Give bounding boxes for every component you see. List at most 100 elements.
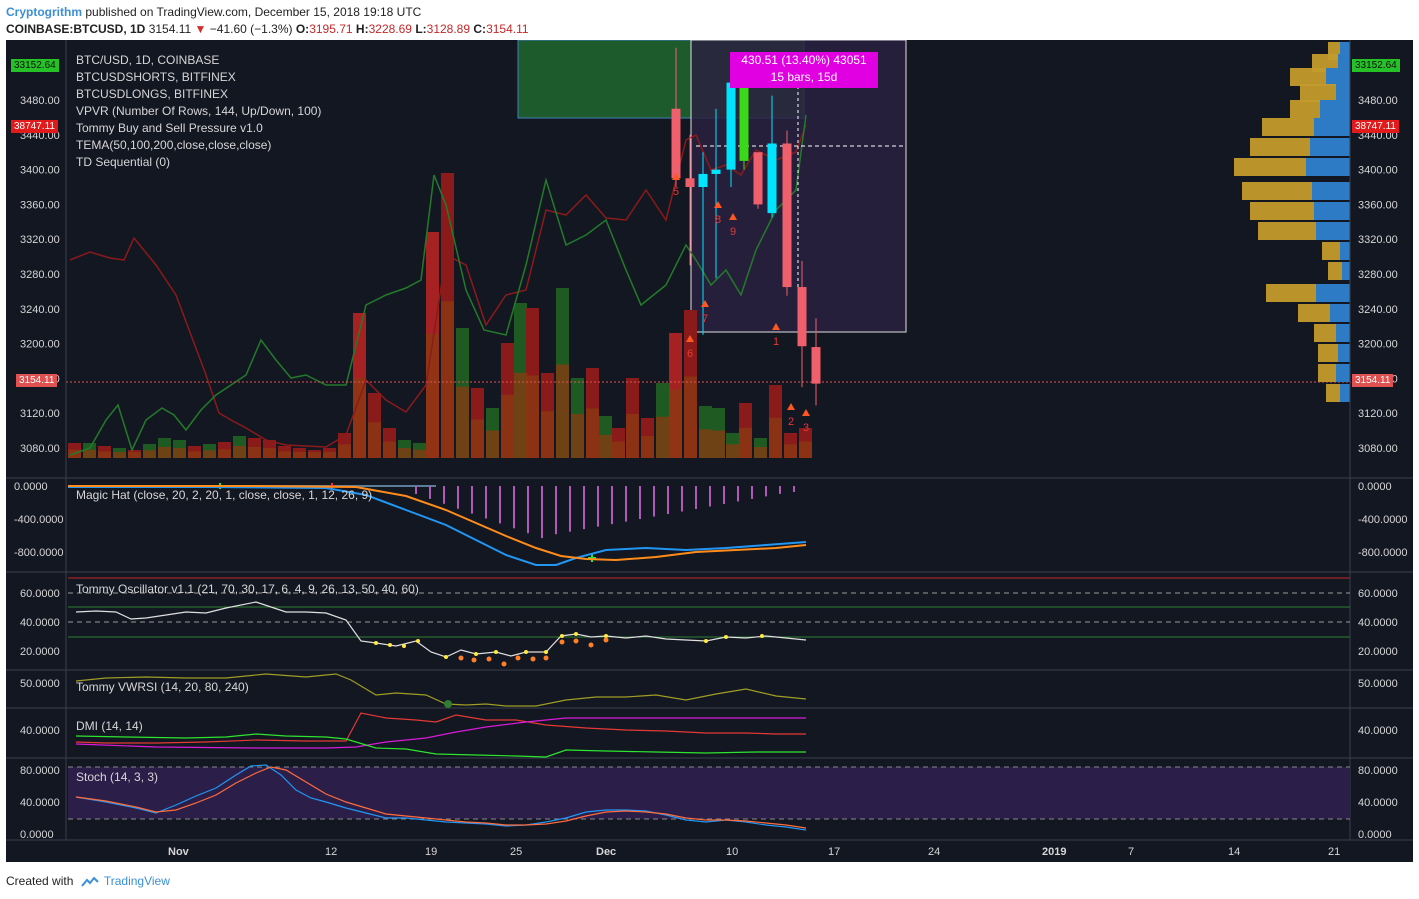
vpvr-up-bar [1340, 42, 1350, 60]
td-sequential-markers: 5 6 7 89 1 2 3 [672, 173, 810, 434]
dmi-label[interactable]: DMI (14, 14) [76, 719, 143, 733]
dmi-red-line [75, 712, 806, 744]
candle-body [671, 108, 681, 179]
tommy-oscillator-pane[interactable] [68, 577, 1350, 667]
td-arrow-icon [787, 403, 795, 410]
td-arrow-icon [686, 335, 694, 342]
pressure-bar [203, 450, 216, 458]
vpvr-up-bar [1310, 138, 1350, 156]
low-value: 3128.89 [426, 22, 471, 36]
legend-item[interactable]: Tommy Buy and Sell Pressure v1.0 [76, 121, 263, 135]
pressure-bar [248, 447, 261, 458]
high-label: H: [355, 22, 369, 36]
author-link[interactable]: Cryptogrithm [6, 5, 82, 19]
vpvr-down-bar [1312, 54, 1338, 72]
time-tick-label: 17 [828, 846, 840, 858]
price-tag-red-left: 38747.11 [11, 120, 58, 133]
td-arrow-icon [714, 201, 722, 208]
time-tick-label: 24 [928, 846, 940, 858]
pressure-bar [263, 448, 276, 458]
time-tick-label: 7 [1128, 846, 1134, 858]
oscillator-orange-dot [486, 656, 492, 662]
stoch-label[interactable]: Stoch (14, 3, 3) [76, 770, 159, 784]
stoch-d-line [75, 766, 807, 829]
legend-item[interactable]: VPVR (Number Of Rows, 144, Up/Down, 100) [76, 104, 322, 118]
osc-tick-label: 20.0000 [20, 646, 60, 658]
legend-item[interactable]: BTCUSDLONGS, BITFINEX [76, 87, 229, 101]
pressure-bar [143, 450, 156, 458]
legend-item[interactable]: BTCUSDSHORTS, BITFINEX [76, 70, 236, 84]
vpvr-down-bar [1328, 262, 1342, 280]
tommy-oscillator-label[interactable]: Tommy Oscillator v1.1 (21, 70, 30, 17, 6… [76, 582, 419, 596]
legend-item[interactable]: TEMA(50,100,200,close,close,close) [76, 138, 272, 152]
pressure-bar [233, 445, 246, 458]
vpvr-down-bar [1300, 84, 1336, 102]
oscillator-orange-dot [573, 638, 579, 644]
oscillator-yellow-dot [544, 650, 548, 654]
candle-body [782, 143, 792, 288]
measure-label[interactable]: 430.51 (13.40%) 43051 15 bars, 15d [730, 52, 878, 88]
price-tick-label: 3320.00 [20, 234, 60, 246]
magic-tick-label: -400.0000 [14, 514, 64, 526]
price-tick-label: 3320.00 [1358, 234, 1398, 246]
vpvr-up-bar [1330, 304, 1350, 322]
vwrsi-label[interactable]: Tommy VWRSI (14, 20, 80, 240) [76, 680, 249, 694]
osc-tick-label: 60.0000 [20, 588, 60, 600]
pressure-bar [656, 416, 669, 458]
pressure-bar [323, 452, 336, 458]
pressure-bar [353, 378, 366, 458]
vpvr-down-bar [1250, 138, 1310, 156]
vpvr-down-bar [1326, 384, 1340, 402]
candle-body [685, 178, 695, 187]
price-tag-last-left: 3154.11 [16, 374, 58, 387]
pressure-bar [586, 408, 599, 458]
price-tick-label: 3200.00 [20, 339, 60, 351]
oscillator-yellow-dot [444, 655, 448, 659]
volume-profile [1234, 42, 1350, 402]
vpvr-up-bar [1336, 84, 1350, 102]
time-tick-label: 25 [510, 846, 522, 858]
pressure-bar [338, 444, 351, 458]
time-tick-label: Nov [168, 846, 190, 858]
candle-body [811, 347, 821, 384]
price-axis-right[interactable]: 3480.003440.003400.003360.003320.003280.… [1358, 95, 1408, 841]
vpvr-up-bar [1336, 324, 1350, 342]
magic-hat-label[interactable]: Magic Hat (close, 20, 2, 20, 1, close, c… [76, 488, 373, 502]
osc-tick-label: 20.0000 [1358, 646, 1398, 658]
vpvr-down-bar [1318, 344, 1338, 362]
stoch-pane[interactable] [68, 764, 1350, 831]
vpvr-down-bar [1290, 68, 1326, 86]
candle-body [739, 82, 749, 161]
oscillator-yellow-dot [374, 641, 378, 645]
vpvr-down-bar [1298, 304, 1330, 322]
price-tag-green-right: 33152.64 [1352, 59, 1400, 72]
legend-item[interactable]: TD Sequential (0) [76, 155, 171, 169]
magic-hat-pane[interactable] [68, 483, 807, 566]
vwrsi-pane[interactable] [75, 673, 807, 708]
vpvr-up-bar [1316, 222, 1350, 240]
pressure-bar [398, 448, 411, 458]
oscillator-orange-dot [501, 661, 507, 667]
stoch-tick-label: 80.0000 [20, 765, 60, 777]
price-tag-last-right: 3154.11 [1352, 374, 1394, 387]
tradingview-link[interactable]: TradingView [103, 874, 170, 888]
vpvr-down-bar [1234, 158, 1306, 176]
longs-line [69, 114, 807, 456]
price-tag-red-right: 38747.11 [1352, 120, 1399, 133]
pressure-bar [626, 414, 639, 458]
dmi-pane[interactable] [75, 712, 806, 758]
oscillator-yellow-dot [402, 644, 406, 648]
td-count-label: 6 [687, 348, 693, 360]
vpvr-down-bar [1314, 324, 1336, 342]
vpvr-up-bar [1320, 100, 1350, 118]
price-axis-left[interactable]: 3480.003440.003400.003360.003320.003280.… [14, 95, 64, 841]
pressure-bar [278, 451, 291, 458]
oscillator-orange-dot [588, 642, 594, 648]
magic-tick-label: -800.0000 [14, 547, 64, 559]
price-tick-label: 3360.00 [20, 199, 60, 211]
pressure-bar [471, 419, 484, 458]
legend-item[interactable]: BTC/USD, 1D, COINBASE [76, 53, 220, 67]
time-axis[interactable]: Nov 12 19 25 Dec 10 17 24 2019 7 14 21 [168, 846, 1340, 858]
